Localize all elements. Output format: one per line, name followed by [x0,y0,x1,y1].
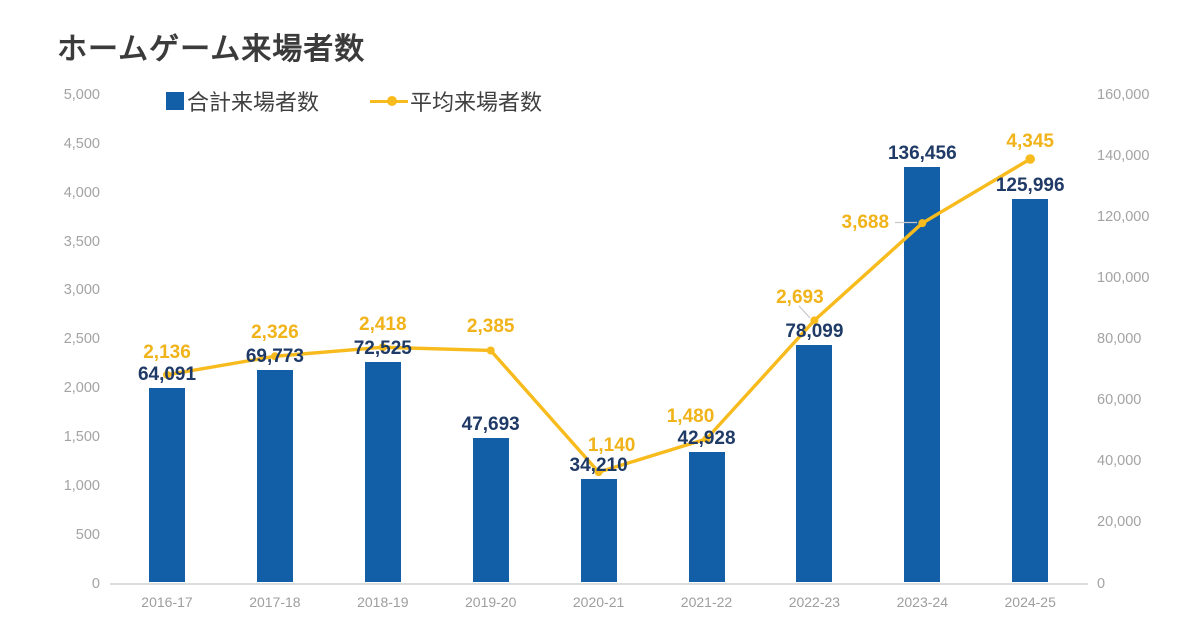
line-value-label: 1,140 [587,435,636,457]
line-value-label: 2,326 [251,322,299,344]
bar-value-label: 69,773 [245,346,304,368]
line-value-label: 2,136 [143,341,191,363]
x-axis-tick-label: 2018-19 [357,594,409,610]
chart-title: ホームゲーム来場者数 [57,33,366,66]
right-axis-tick-label: 100,000 [1097,270,1150,287]
bar-value-label: 47,693 [461,413,520,435]
bar-value-label: 42,928 [677,428,736,450]
left-axis-tick-label: 5,000 [63,87,100,103]
right-axis-tick-label: 60,000 [1097,392,1142,409]
x-axis-baseline [110,583,1088,585]
bar [149,387,185,583]
line-value-label: 1,480 [666,405,715,427]
x-axis-tick-label: 2017-18 [249,594,301,610]
x-axis-tick-label: 2024-25 [1004,594,1056,610]
x-axis-tick-label: 2021-22 [680,594,733,610]
legend-item-average-attendance: 平均来場者数 [370,88,543,115]
left-axis-tick-label: 0 [91,575,100,592]
legend-label-average: 平均来場者数 [410,90,543,115]
line-point-marker [486,346,495,355]
bar [364,362,401,583]
bar-series-swatch-icon [166,92,184,110]
x-axis-tick-label: 2020-21 [572,594,625,610]
right-axis-tick-label: 0 [1097,575,1106,592]
x-axis-tick-label: 2023-24 [896,594,948,610]
bar [472,437,509,583]
legend-item-total-attendance: 合計来場者数 [166,88,320,115]
bar-value-label: 125,996 [995,174,1065,196]
left-axis-tick-label: 2,500 [63,331,100,348]
x-axis-tick-label: 2022-23 [788,594,841,610]
chart-legend: 合計来場者数 平均来場者数 [0,88,1200,115]
bar [256,370,293,583]
line-value-label: 2,385 [466,316,515,338]
right-axis-tick-label: 40,000 [1097,453,1142,470]
average-line [165,157,1032,474]
line-series-marker-icon [370,88,408,114]
legend-label-total: 合計来場者数 [187,90,320,115]
line-point-marker [1025,154,1035,164]
right-axis-tick-label: 20,000 [1097,514,1142,531]
bar [904,166,941,583]
x-axis-tick-label: 2016-17 [141,594,193,610]
left-axis-tick-label: 4,000 [63,184,100,201]
left-axis-tick-label: 3,500 [63,233,100,250]
left-axis-tick-label: 500 [75,526,100,543]
line-value-label: 2,418 [359,314,407,336]
bar [796,345,833,583]
bar-value-label: 136,456 [887,142,957,164]
right-axis-tick-label: 160,000 [1097,87,1150,103]
left-axis-tick-label: 2,000 [63,380,100,397]
bar [1012,198,1049,583]
bar-value-label: 34,210 [569,455,628,477]
line-value-label: 2,693 [776,287,824,309]
bar [580,479,617,583]
left-axis-tick-label: 3,000 [63,282,100,299]
line-value-label: 4,345 [1006,130,1054,152]
bar [688,452,725,583]
left-axis-tick-label: 1,500 [63,428,100,445]
left-axis-tick-label: 1,000 [63,477,100,494]
right-axis-tick-label: 80,000 [1097,331,1142,348]
bar-value-label: 78,099 [785,321,844,343]
x-axis-tick-label: 2019-20 [464,594,517,610]
right-axis-tick-label: 120,000 [1097,209,1150,226]
left-axis-tick-label: 4,500 [63,135,100,152]
line-value-label: 3,688 [841,212,890,234]
right-axis-tick-label: 140,000 [1097,148,1150,165]
bar-value-label: 64,091 [137,363,197,385]
bar-value-label: 72,525 [353,338,412,360]
